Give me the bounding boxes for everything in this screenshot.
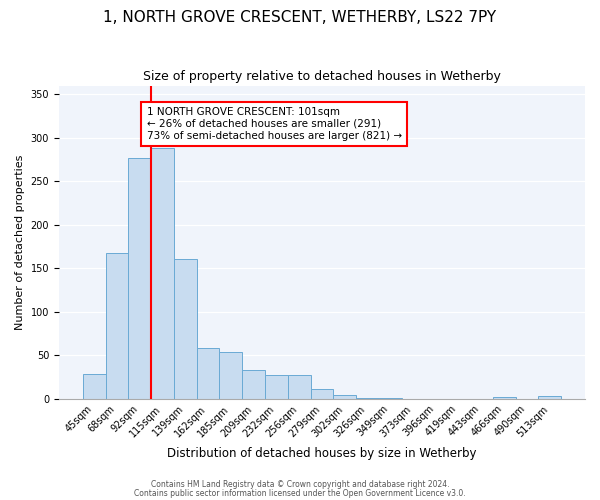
Bar: [174, 259, 197, 399]
Bar: [334, 394, 356, 399]
Text: 1 NORTH GROVE CRESCENT: 101sqm
← 26% of detached houses are smaller (291)
73% of: 1 NORTH GROVE CRESCENT: 101sqm ← 26% of …: [146, 108, 402, 140]
Bar: [493, 397, 515, 399]
Bar: [288, 376, 311, 399]
Title: Size of property relative to detached houses in Wetherby: Size of property relative to detached ho…: [143, 70, 501, 83]
Text: Contains public sector information licensed under the Open Government Licence v3: Contains public sector information licen…: [134, 488, 466, 498]
Text: Contains HM Land Registry data © Crown copyright and database right 2024.: Contains HM Land Registry data © Crown c…: [151, 480, 449, 489]
Bar: [151, 148, 174, 399]
Bar: [311, 390, 334, 399]
Bar: [220, 352, 242, 399]
Bar: [538, 396, 561, 399]
Bar: [242, 370, 265, 399]
Bar: [128, 158, 151, 399]
Bar: [265, 376, 288, 399]
Bar: [379, 398, 401, 399]
Y-axis label: Number of detached properties: Number of detached properties: [15, 154, 25, 330]
Bar: [83, 374, 106, 399]
X-axis label: Distribution of detached houses by size in Wetherby: Distribution of detached houses by size …: [167, 447, 477, 460]
Bar: [356, 398, 379, 399]
Bar: [197, 348, 220, 399]
Bar: [106, 252, 128, 399]
Text: 1, NORTH GROVE CRESCENT, WETHERBY, LS22 7PY: 1, NORTH GROVE CRESCENT, WETHERBY, LS22 …: [103, 10, 497, 25]
